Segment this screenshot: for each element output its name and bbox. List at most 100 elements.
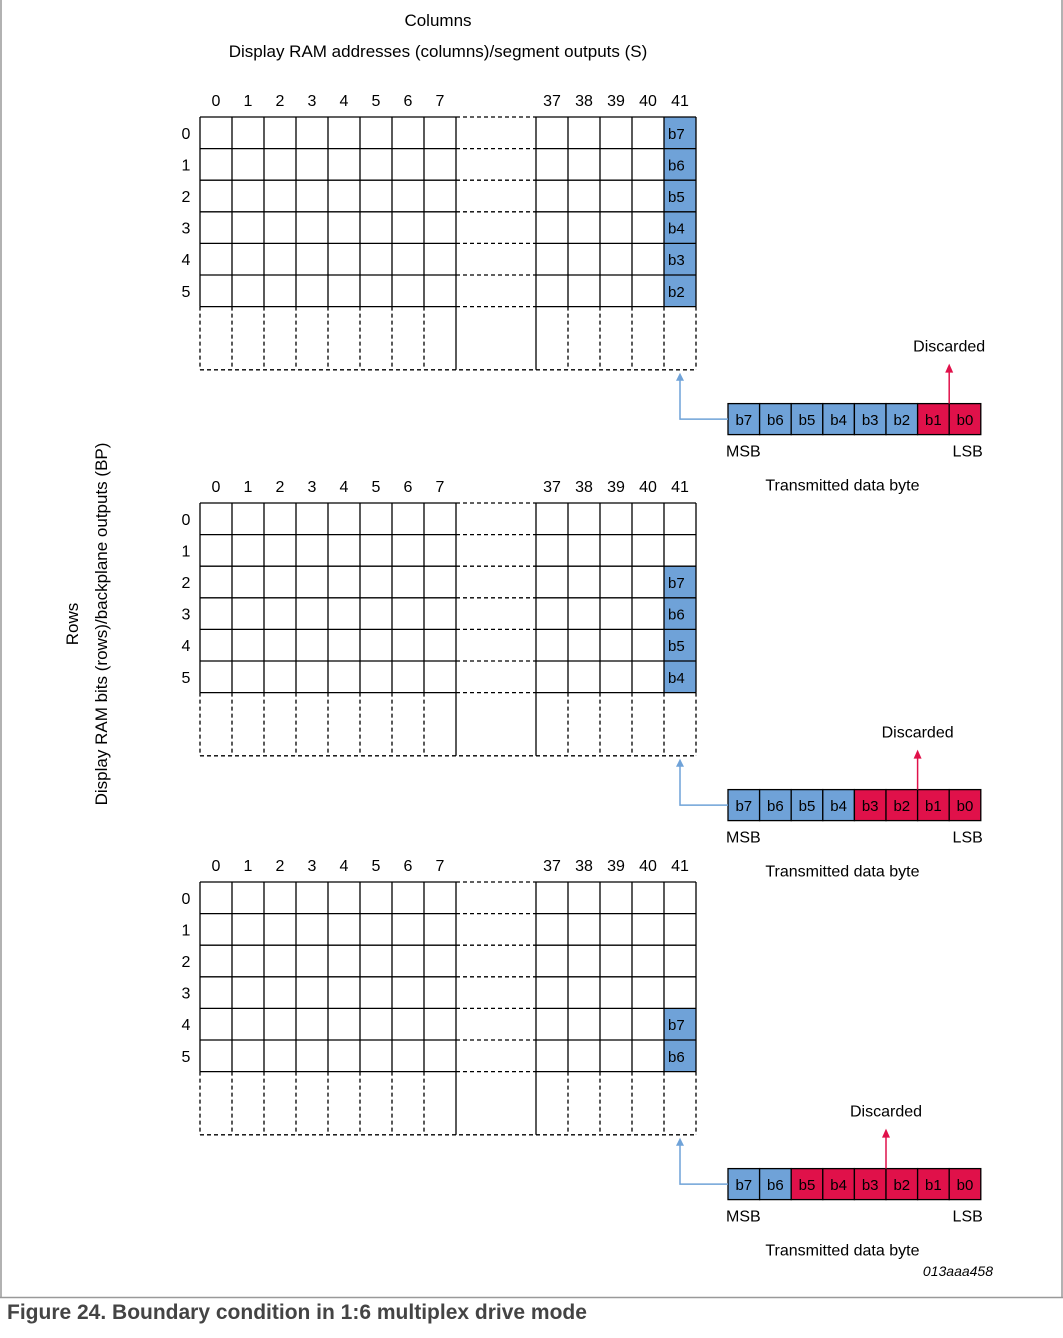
column-label: 7 (436, 93, 445, 110)
byte-bit-cell (727, 402, 761, 436)
byte-caption: Transmitted data byte (765, 1243, 919, 1260)
byte-caption: Transmitted data byte (765, 478, 919, 495)
column-label: 38 (575, 858, 593, 875)
column-label: 5 (372, 858, 381, 875)
link-arrowhead (676, 1137, 684, 1146)
byte-bit-label: b3 (862, 798, 879, 815)
column-label: 40 (639, 858, 657, 875)
row-label: 5 (182, 1049, 191, 1066)
column-label: 3 (308, 858, 317, 875)
byte-bit-cell (916, 788, 950, 822)
column41-cell (664, 566, 696, 598)
byte-bit-cell (790, 402, 824, 436)
byte-bit-cell (948, 402, 982, 436)
byte-bit-label: b5 (799, 1177, 816, 1194)
row-label: 1 (182, 157, 191, 174)
byte-bit-label: b6 (767, 1177, 784, 1194)
panel-3: 0 1 2 3 4 5 6 7 37 38 39 40 41 0 1 2 3 4 5 b7 b6 b7 b6 b5 b4 b3 b2… (182, 858, 983, 1260)
column-label: 4 (340, 93, 349, 110)
column-label: 40 (639, 93, 657, 110)
link-arrow (676, 758, 728, 806)
column-label: 0 (212, 93, 221, 110)
row-label: 4 (182, 638, 191, 655)
byte-bit-cell (885, 1167, 919, 1201)
ram-grid (199, 116, 697, 371)
column-label: 39 (607, 858, 625, 875)
column41-bit-label: b7 (668, 126, 685, 143)
column-label: 4 (340, 479, 349, 496)
byte-bit-label: b7 (735, 412, 752, 429)
column-label: 0 (212, 858, 221, 875)
column-label: 2 (276, 479, 285, 496)
column-label: 5 (372, 479, 381, 496)
byte-bit-label: b1 (925, 798, 942, 815)
column-label: 7 (436, 479, 445, 496)
column41-bits: b7 b6 b5 b4 b3 b2 (664, 117, 696, 307)
link-arrow (676, 372, 728, 420)
byte-bit-label: b2 (893, 412, 910, 429)
side-label-subtitle: Display RAM bits (rows)/backplane output… (92, 443, 111, 806)
discard-arrowhead (882, 1128, 890, 1138)
byte-bit-label: b1 (925, 1177, 942, 1194)
column41-cell (664, 211, 696, 244)
column-label: 5 (372, 93, 381, 110)
lsb-label: LSB (953, 444, 983, 461)
column-label: 37 (543, 858, 561, 875)
row-label: 0 (182, 126, 191, 143)
transmitted-data-byte: b7 b6 b5 b4 b3 b2 b1 b0 MSB LSB Transmitted data b… (726, 725, 983, 881)
boundary-condition-diagram: Columns Display RAM addresses (columns)/s… (63, 11, 993, 1279)
discarded-label: Discarded (882, 725, 954, 742)
byte-bit-label: b2 (893, 1177, 910, 1194)
row-label: 3 (182, 607, 191, 624)
column41-cell (664, 597, 696, 630)
row-label: 0 (182, 891, 191, 908)
column-label: 39 (607, 93, 625, 110)
byte-bit-label: b3 (862, 412, 879, 429)
byte-bit-cell (853, 1167, 887, 1201)
column-label: 41 (671, 93, 689, 110)
byte-bit-cell (727, 788, 761, 822)
figure-id: 013aaa458 (923, 1263, 993, 1279)
figure-caption: Figure 24. Boundary condition in 1:6 mul… (7, 1301, 587, 1324)
header-title: Columns (404, 11, 471, 30)
column-label: 6 (404, 479, 413, 496)
byte-bit-cell (790, 1167, 824, 1201)
column41-bit-label: b6 (668, 157, 685, 174)
column-label: 2 (276, 93, 285, 110)
column41-cell (664, 1040, 696, 1072)
column-labels: 0 1 2 3 4 5 6 7 37 38 39 40 41 (212, 479, 689, 496)
msb-label: MSB (726, 444, 761, 461)
column-label: 37 (543, 479, 561, 496)
row-label: 2 (182, 575, 191, 592)
link-arrowhead (676, 372, 684, 381)
msb-label: MSB (726, 1209, 761, 1226)
column-label: 7 (436, 858, 445, 875)
column41-bit-label: b7 (668, 575, 685, 592)
column-label: 40 (639, 479, 657, 496)
byte-bit-cell (758, 402, 792, 436)
row-label: 3 (182, 221, 191, 238)
byte-bit-label: b7 (735, 1177, 752, 1194)
lsb-label: LSB (953, 830, 983, 847)
column41-cell (664, 117, 696, 149)
column41-cell (664, 275, 696, 307)
column41-cell (664, 1008, 696, 1040)
byte-bit-cell (758, 788, 792, 822)
column41-bit-label: b5 (668, 189, 685, 206)
column41-cell (664, 661, 696, 693)
column-label: 6 (404, 858, 413, 875)
byte-bit-cell (727, 1167, 761, 1201)
side-label-title: Rows (63, 603, 82, 646)
byte-bit-label: b3 (862, 1177, 879, 1194)
row-label: 5 (182, 670, 191, 687)
column41-bit-label: b6 (668, 607, 685, 624)
column41-bit-label: b3 (668, 252, 685, 269)
row-label: 4 (182, 252, 191, 269)
byte-bit-label: b0 (957, 1177, 974, 1194)
byte-bit-label: b2 (893, 798, 910, 815)
row-labels: 0 1 2 3 4 5 (182, 891, 191, 1066)
row-label: 1 (182, 543, 191, 560)
column-labels: 0 1 2 3 4 5 6 7 37 38 39 40 41 (212, 858, 689, 875)
